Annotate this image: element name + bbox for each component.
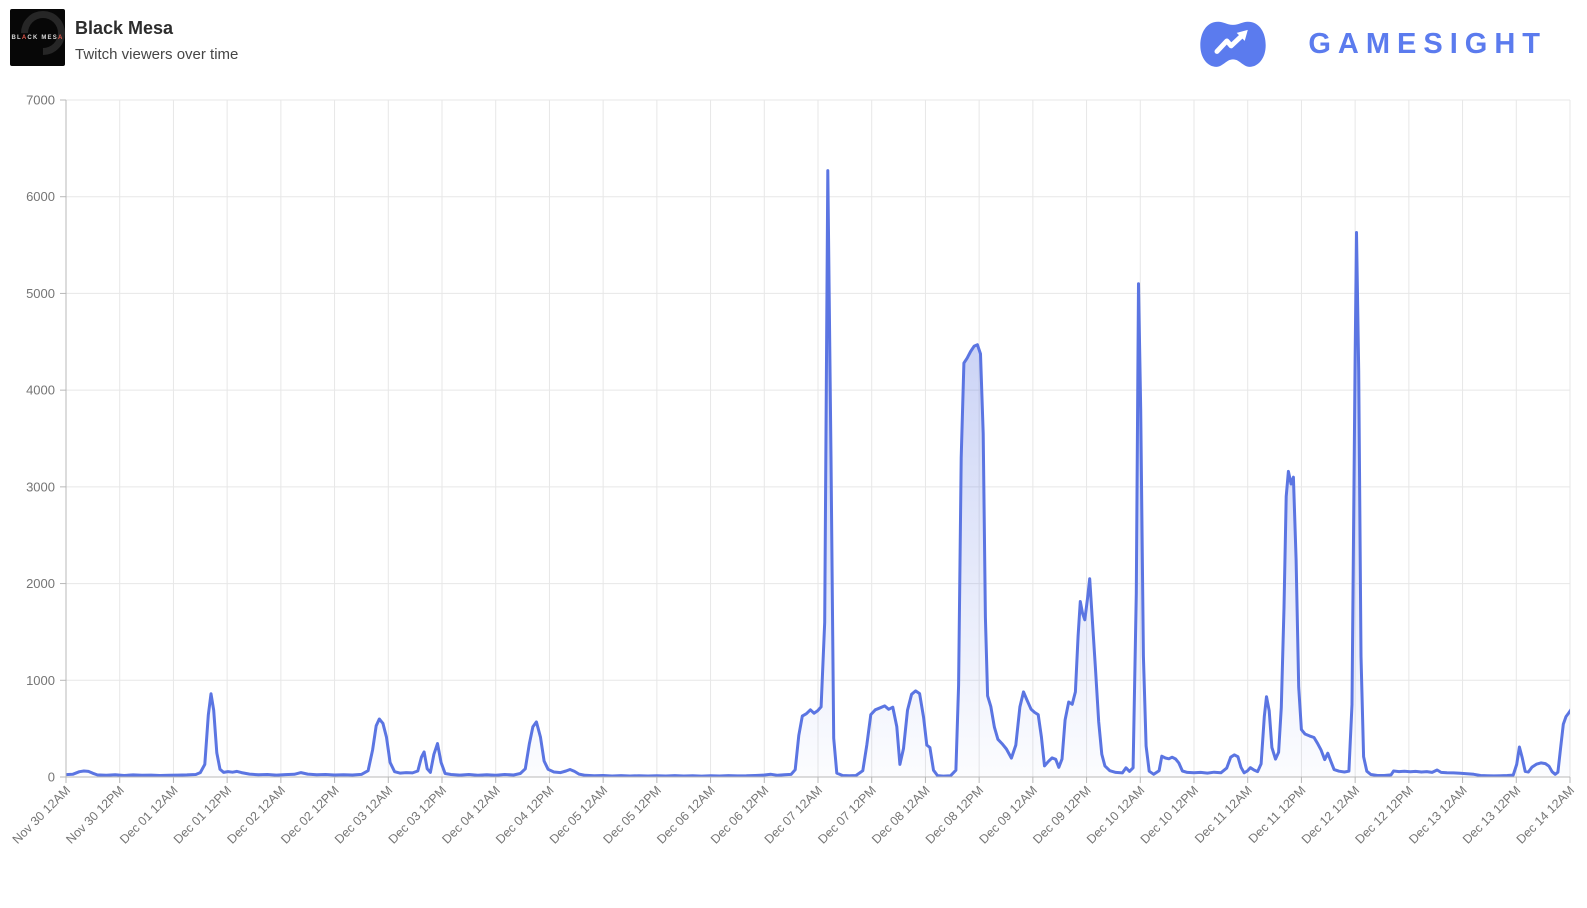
y-tick-label: 3000 bbox=[26, 479, 55, 494]
game-thumbnail: BLACK MESA bbox=[10, 9, 65, 66]
page-title: Black Mesa bbox=[75, 18, 174, 38]
y-tick-label: 7000 bbox=[26, 93, 55, 108]
y-tick-label: 5000 bbox=[26, 286, 55, 301]
black-mesa-logo-text: BLACK MESA bbox=[10, 35, 65, 41]
chart-subtitle: Twitch viewers over time bbox=[75, 46, 239, 63]
chart-plot-area[interactable] bbox=[66, 100, 1570, 777]
gamesight-wordmark: GAMESIGHT bbox=[1308, 27, 1547, 60]
thumb-text-part: A bbox=[21, 35, 28, 41]
chart-container: 0 1000 2000 3000 4000 5000 6000 7000 Nov 30 12AM… bbox=[0, 88, 1587, 903]
title-block: Black Mesa Twitch viewers over time bbox=[75, 17, 238, 63]
gamesight-logo: GAMESIGHT bbox=[1196, 14, 1547, 74]
y-axis-labels: 0 1000 2000 3000 4000 5000 6000 7000 bbox=[26, 93, 66, 785]
x-tick-label: Dec 14 12AM bbox=[1514, 783, 1577, 846]
viewers-area-chart: 0 1000 2000 3000 4000 5000 6000 7000 Nov 30 12AM… bbox=[10, 93, 1577, 847]
vertical-gridlines bbox=[119, 100, 1571, 777]
viewers-line bbox=[66, 169, 1570, 777]
y-tick-label: 4000 bbox=[26, 383, 55, 398]
thumb-text-part: A bbox=[57, 35, 64, 41]
header: BLACK MESA Black Mesa Twitch viewers ove… bbox=[0, 0, 1587, 88]
thumb-text-part: BL bbox=[11, 35, 22, 41]
y-tick-label: 2000 bbox=[26, 576, 55, 591]
x-tick-label: Dec 10 12PM bbox=[1138, 783, 1201, 846]
y-tick-label: 6000 bbox=[26, 189, 55, 204]
y-tick-label: 1000 bbox=[26, 673, 55, 688]
y-tick-label: 0 bbox=[48, 770, 55, 785]
gamepad-icon bbox=[1200, 21, 1267, 67]
thumb-text-part: CK MES bbox=[27, 35, 58, 41]
